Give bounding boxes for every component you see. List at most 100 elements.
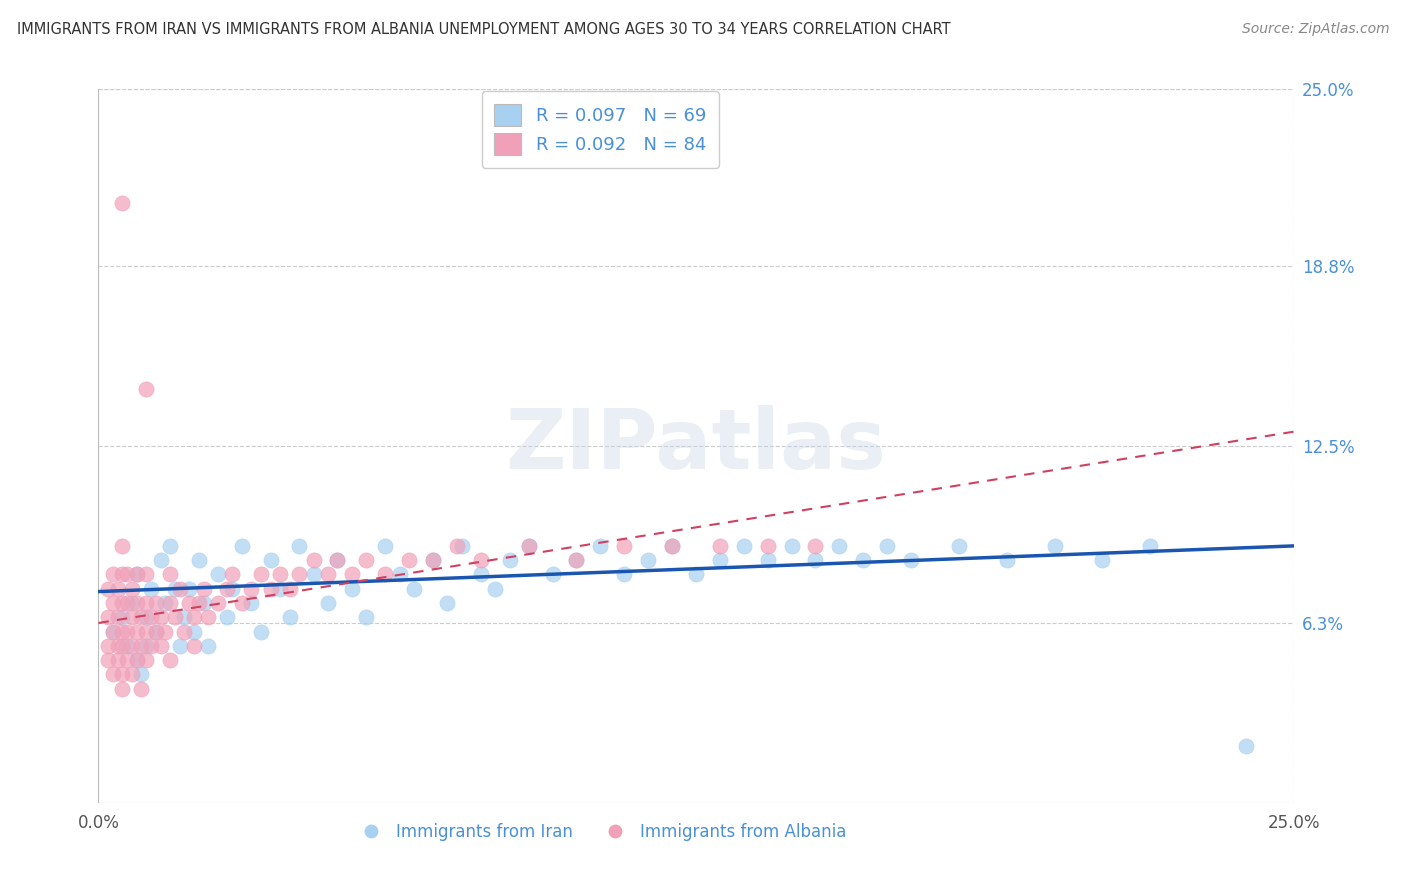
Point [183,639,205,653]
Point [111,610,134,624]
Point [661,539,683,553]
Point [187,596,209,610]
Point [498,553,520,567]
Point [135,653,157,667]
Point [145,624,167,639]
Point [326,553,349,567]
Point [111,567,134,582]
Point [402,582,425,596]
Point [125,567,148,582]
Point [107,639,129,653]
Point [183,610,205,624]
Point [121,596,143,610]
Point [121,639,143,653]
Point [517,539,540,553]
Point [470,567,492,582]
Point [115,639,138,653]
Point [131,639,153,653]
Point [240,596,263,610]
Point [804,539,827,553]
Point [125,653,148,667]
Point [565,553,588,567]
Point [756,539,779,553]
Point [374,567,396,582]
Point [250,567,273,582]
Point [231,596,253,610]
Point [1043,539,1066,553]
Point [541,567,564,582]
Point [111,624,134,639]
Point [97,582,120,596]
Point [125,567,148,582]
Point [135,639,157,653]
Point [121,667,143,681]
Point [149,610,172,624]
Point [197,639,219,653]
Point [613,539,636,553]
Point [111,196,134,211]
Point [259,553,281,567]
Point [446,539,468,553]
Point [1234,739,1257,753]
Point [340,567,363,582]
Point [565,553,588,567]
Point [125,624,148,639]
Point [780,539,803,553]
Point [159,596,181,610]
Point [207,596,229,610]
Point [159,567,181,582]
Point [149,553,172,567]
Point [101,667,124,681]
Point [197,610,219,624]
Point [316,567,339,582]
Point [221,567,243,582]
Point [121,582,143,596]
Point [231,539,253,553]
Point [125,653,148,667]
Point [145,596,167,610]
Point [101,624,124,639]
Point [145,624,167,639]
Point [179,582,201,596]
Point [107,653,129,667]
Point [135,610,157,624]
Point [115,624,138,639]
Point [139,639,162,653]
Point [589,539,612,553]
Point [388,567,411,582]
Point [111,596,134,610]
Point [1091,553,1114,567]
Point [155,596,177,610]
Point [733,539,755,553]
Point [193,582,215,596]
Point [111,667,134,681]
Point [876,539,898,553]
Point [135,382,157,396]
Point [302,567,325,582]
Point [326,553,349,567]
Point [613,567,636,582]
Point [269,582,291,596]
Point [828,539,851,553]
Point [709,553,731,567]
Point [115,653,138,667]
Point [278,610,301,624]
Point [316,596,339,610]
Point [398,553,420,567]
Point [169,639,191,653]
Point [101,567,124,582]
Point [155,624,177,639]
Point [288,539,311,553]
Point [340,582,363,596]
Point [107,610,129,624]
Point [135,624,157,639]
Point [259,582,281,596]
Point [135,596,157,610]
Point [111,539,134,553]
Point [131,610,153,624]
Point [1139,539,1161,553]
Point [288,567,311,582]
Point [517,539,540,553]
Point [374,539,396,553]
Point [756,553,779,567]
